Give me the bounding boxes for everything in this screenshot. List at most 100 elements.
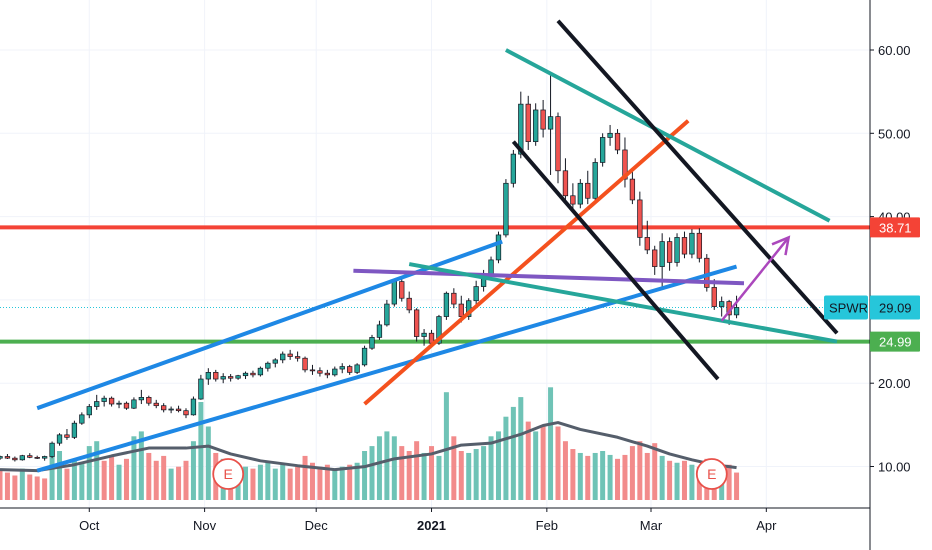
volume-bar <box>488 436 494 500</box>
volume-bar <box>86 446 92 500</box>
volume-bar <box>176 466 182 500</box>
candle-body <box>41 456 48 459</box>
volume-bar <box>42 478 48 500</box>
volume-bar <box>600 451 606 500</box>
candle-body <box>294 356 301 359</box>
volume-bar <box>466 452 472 500</box>
volume-bar <box>0 470 3 500</box>
volume-bar <box>190 441 196 500</box>
candle-body <box>79 414 85 424</box>
candle-body <box>86 406 92 416</box>
candle-body <box>629 178 636 201</box>
volume-bar <box>198 402 204 500</box>
candle-body <box>473 286 479 302</box>
volume-bar <box>473 449 479 500</box>
symbol-badge-text: SPWR <box>829 300 868 315</box>
trendlines[interactable] <box>36 19 839 473</box>
price-axis-label: 60.00 <box>878 43 911 58</box>
candle-body <box>458 303 464 317</box>
candle-body <box>547 116 554 130</box>
time-axis[interactable]: Oct Nov Dec 2021 Feb Mar Apr <box>0 507 870 533</box>
volume-bar <box>250 468 256 500</box>
candle-body <box>376 324 383 338</box>
volume-bar <box>79 462 85 500</box>
candle-body <box>339 366 345 370</box>
candle-body <box>674 237 680 263</box>
volume-bar <box>406 451 412 500</box>
candle-body <box>0 456 3 459</box>
candle-body <box>443 292 450 317</box>
volume-bar <box>146 452 152 500</box>
volume-bar <box>585 455 591 500</box>
earnings-marker <box>212 458 245 490</box>
volume-bar <box>629 446 635 500</box>
volume-bar <box>101 460 107 500</box>
volume-bar <box>131 436 137 500</box>
candle-body <box>666 241 673 263</box>
volume-bar <box>347 464 353 500</box>
volume-bar <box>503 416 509 500</box>
price-level-badge <box>870 217 920 238</box>
candle-body <box>391 281 397 305</box>
volume-bar <box>384 431 390 500</box>
candle-body <box>27 455 33 458</box>
trendline <box>504 48 831 223</box>
candle-body <box>71 422 78 438</box>
volume-bar <box>652 443 658 500</box>
candle-body <box>101 397 107 402</box>
candle-body <box>272 359 278 364</box>
arrow-shaft <box>720 236 790 322</box>
volume-bar <box>681 460 687 500</box>
candle-body <box>495 234 502 261</box>
volume-bar <box>429 446 435 500</box>
volume-bar <box>280 464 286 500</box>
volume-moving-average <box>0 421 737 473</box>
volume-bar <box>272 468 278 500</box>
volume-bar <box>458 451 464 500</box>
candle-body <box>309 369 316 372</box>
candle-body <box>696 232 703 259</box>
time-axis-label: Oct <box>79 518 100 533</box>
candle-body <box>108 397 115 405</box>
volume-bar <box>362 451 368 500</box>
volume-bar <box>607 454 613 500</box>
volume-bar <box>71 460 77 500</box>
time-axis-label: 2021 <box>417 518 446 533</box>
volume-bar <box>562 441 568 500</box>
candle-body <box>681 237 688 255</box>
volume-bar <box>34 476 40 500</box>
time-axis-label: Apr <box>756 518 777 533</box>
candle-body <box>719 301 725 307</box>
candle-body <box>689 232 695 255</box>
volume-bar <box>168 468 174 500</box>
volume-bar <box>324 464 330 500</box>
candle-body <box>94 401 100 407</box>
candle-body <box>205 372 211 380</box>
candle-body <box>146 397 152 404</box>
volume-bar <box>153 460 159 500</box>
volume-bar <box>391 436 397 500</box>
volume-bar <box>376 436 382 500</box>
volume-bar <box>116 464 122 500</box>
candle-body <box>518 103 524 155</box>
candle-body <box>599 137 606 163</box>
volume-bar <box>555 426 561 500</box>
candles <box>0 74 740 462</box>
candle-body <box>302 357 308 371</box>
candle-body <box>347 366 353 373</box>
candle-body <box>399 281 405 299</box>
candle-body <box>659 241 665 267</box>
candle-body <box>622 149 628 180</box>
trendline <box>408 262 838 344</box>
volume-bar <box>12 475 18 500</box>
candle-body <box>361 347 368 366</box>
volume-bar <box>369 446 375 500</box>
arrow-head <box>771 235 791 256</box>
volume-bar <box>667 460 673 500</box>
volume-bar <box>414 441 420 500</box>
volume-bar <box>57 451 63 500</box>
volume-bar <box>622 454 628 500</box>
